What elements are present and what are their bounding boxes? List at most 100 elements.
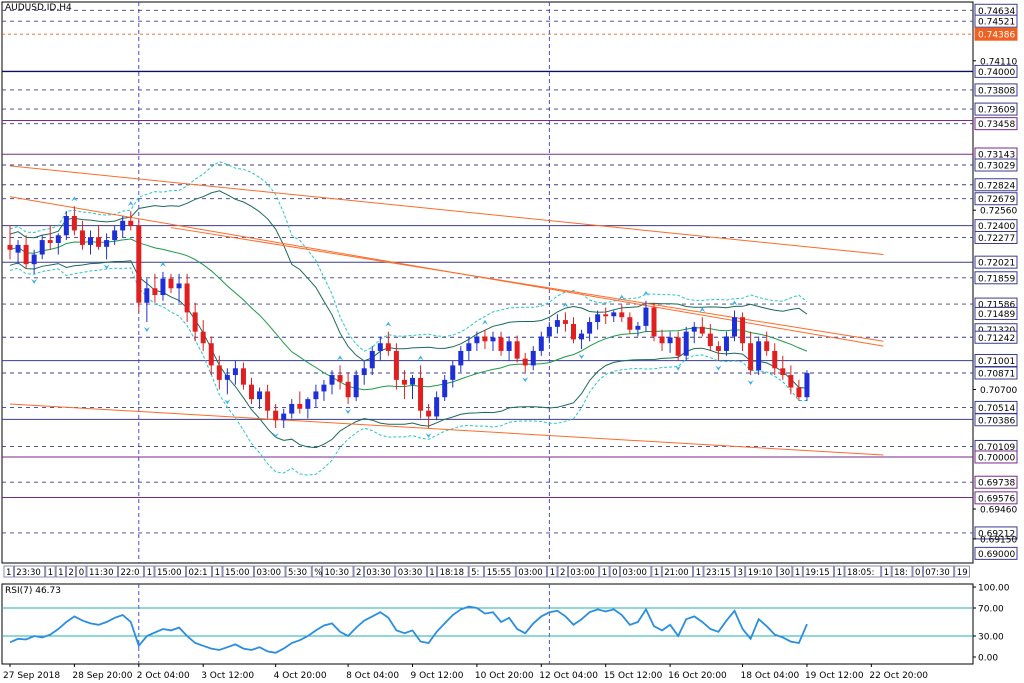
price-tick-label: 0.70700	[980, 386, 1017, 396]
bear-candle	[47, 240, 53, 243]
price-level-tag-text: 0.72824	[978, 181, 1015, 191]
period-strip-cell	[735, 565, 746, 578]
price-tick-label: 0.69150	[980, 535, 1017, 545]
bear-candle	[675, 337, 681, 356]
bull-candle	[144, 288, 150, 303]
fractal-down-arrow	[224, 399, 231, 405]
price-level-tag	[974, 306, 1018, 320]
price-level-tag	[974, 64, 1018, 78]
period-strip-cell	[912, 565, 923, 578]
period-strip-label: 19:15	[805, 568, 830, 578]
period-strip-label: 1	[6, 568, 11, 578]
price-level-tag	[974, 27, 1018, 41]
period-strip-label: 5:	[471, 568, 479, 578]
period-strip-label: 03:30	[366, 568, 391, 578]
bull-candle	[353, 375, 359, 398]
bull-candle	[756, 341, 762, 371]
bull-candle	[466, 343, 472, 351]
period-strip-label: 1	[429, 568, 434, 578]
price-level-tag-text: 0.69212	[978, 529, 1015, 539]
period-strip-cell	[693, 565, 704, 578]
bull-candle	[611, 312, 617, 317]
period-strip-label: 19	[957, 568, 968, 578]
price-level-tag	[974, 546, 1018, 560]
fractal-up-arrow	[731, 300, 738, 306]
bear-candle	[715, 346, 721, 351]
period-strip-cell	[484, 565, 516, 578]
bull-candle	[595, 314, 601, 323]
price-level-tag	[974, 178, 1018, 192]
period-strip-label: 30	[779, 568, 790, 578]
period-strip-label: %	[314, 568, 322, 578]
bear-candle	[297, 403, 303, 409]
period-strip-cell	[395, 565, 427, 578]
period-strip-label: 1	[48, 568, 53, 578]
bull-candle	[112, 230, 118, 241]
bear-candle	[780, 368, 786, 376]
period-strip-label: 19:10	[748, 568, 773, 578]
price-level-tag-text: 0.74386	[978, 31, 1015, 41]
fractal-up-arrow	[699, 307, 706, 313]
bull-candle	[804, 373, 810, 398]
rsi-tick-label: 30.00	[978, 633, 1004, 643]
period-strip-cell	[311, 565, 322, 578]
price-level-tag-text: 0.73029	[978, 161, 1015, 171]
bear-candle	[426, 410, 432, 417]
bull-candle	[643, 307, 649, 326]
price-level-tag-text: 0.73808	[978, 86, 1015, 96]
bear-candle	[748, 343, 754, 371]
bear-candle	[200, 331, 206, 344]
bull-candle	[506, 341, 512, 351]
period-strip-label: 03:00	[570, 568, 595, 578]
period-strip-label: 02:1	[189, 568, 208, 578]
price-level-tag	[974, 158, 1018, 172]
price-tick-label: 0.72560	[980, 207, 1017, 217]
price-level-tag-text: 0.73458	[978, 120, 1015, 130]
period-strip-cell	[254, 565, 286, 578]
trend-line	[9, 403, 884, 456]
period-strip-label: 5:30	[288, 568, 307, 578]
time-axis-label: 8 Oct 04:00	[346, 671, 399, 681]
bear-candle	[651, 307, 657, 337]
time-axis-label: 10 Oct 20:00	[475, 671, 534, 681]
price-level-tag	[974, 330, 1018, 344]
inner-band-upper	[9, 190, 808, 362]
time-axis-label: 22 Oct 20:00	[869, 671, 928, 681]
time-axis-label: 28 Sep 20:00	[72, 671, 132, 681]
period-strip-label: 03:00	[622, 568, 647, 578]
period-strip-cell	[547, 565, 558, 578]
period-strip-label: 21:00	[664, 568, 689, 578]
bear-candle	[522, 358, 528, 366]
fractal-down-arrow	[747, 380, 754, 386]
price-level-tag-text: 0.72400	[978, 222, 1015, 232]
price-level-tag	[974, 255, 1018, 269]
period-strip-cell	[14, 565, 46, 578]
bull-candle	[369, 350, 375, 369]
bear-candle	[184, 283, 190, 313]
bear-candle	[79, 230, 85, 245]
period-strip-cell	[55, 565, 66, 578]
bull-candle	[530, 350, 536, 366]
time-axis-label: 3 Oct 12:00	[201, 671, 254, 681]
period-strip-label: 10:30	[325, 568, 350, 578]
period-strip-cell	[844, 565, 882, 578]
fractal-up-arrow	[481, 319, 488, 325]
rsi-indicator-title: RSI(7) 46.73	[5, 586, 61, 596]
time-axis-label: 9 Oct 12:00	[411, 671, 464, 681]
period-strip-cell	[437, 565, 469, 578]
fractal-down-arrow	[675, 365, 682, 371]
bull-candle	[176, 283, 182, 289]
period-strip-cell	[834, 565, 845, 578]
period-strip-label: 23:15	[706, 568, 731, 578]
period-strip-label: 18:	[894, 568, 908, 578]
price-level-tag-text: 0.71242	[978, 334, 1015, 344]
period-strip-cell	[45, 565, 56, 578]
inner-band-lower	[9, 260, 808, 449]
bear-candle	[562, 320, 568, 324]
trend-line	[9, 165, 884, 256]
bull-candle	[120, 220, 126, 231]
period-strip-cell	[651, 565, 662, 578]
